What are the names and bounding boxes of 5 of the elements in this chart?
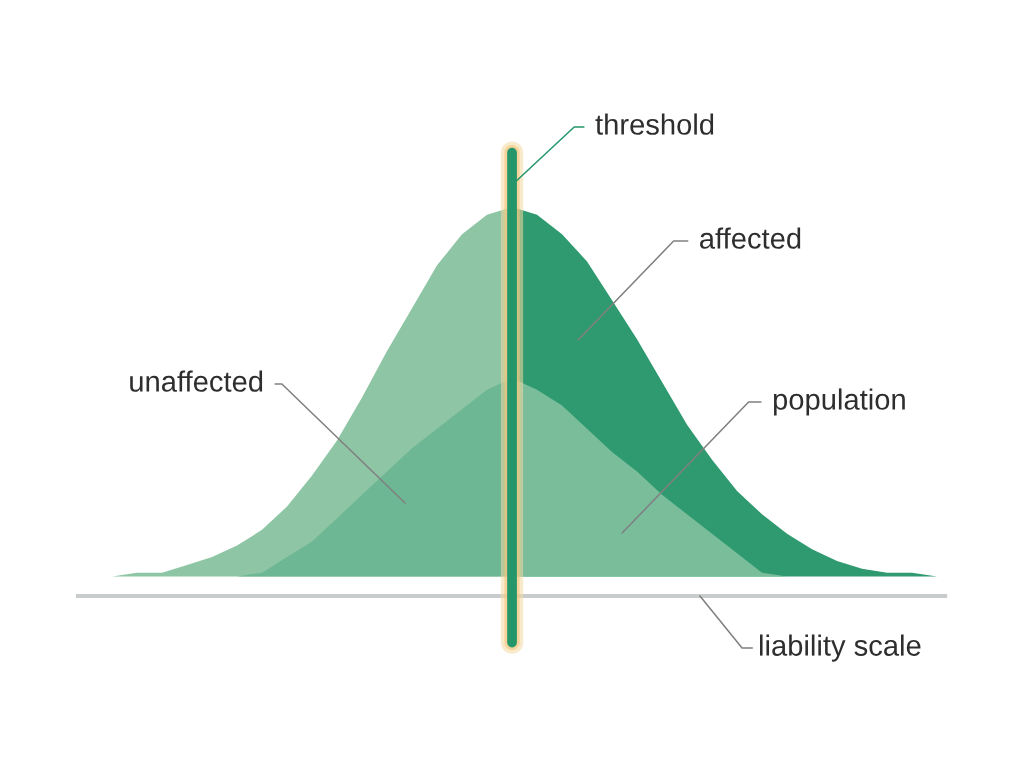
annotation: unaffected [130,370,263,392]
x-axis-title: liability scale [760,634,921,662]
annotation: population [773,388,905,416]
annotation: affected [700,227,801,249]
text: threshold [595,113,714,135]
